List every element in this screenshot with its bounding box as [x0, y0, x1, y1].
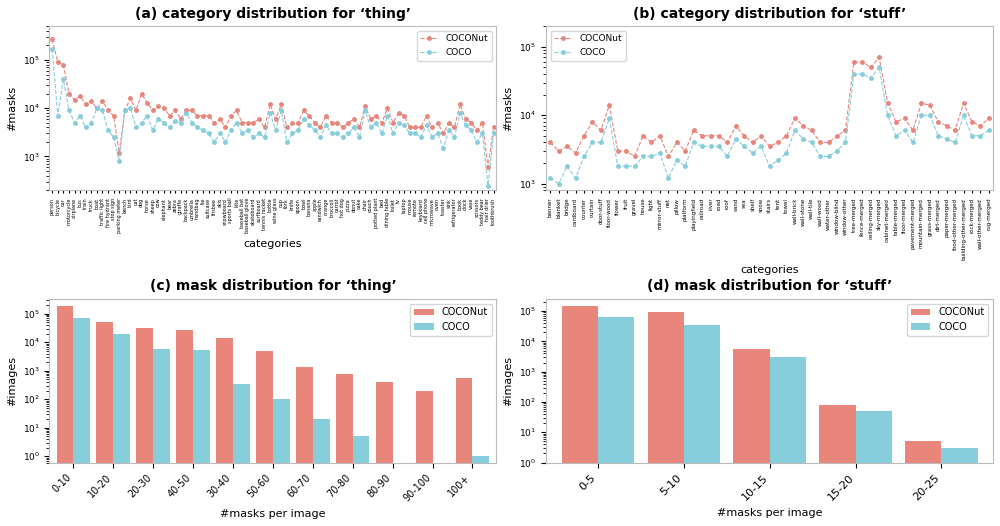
Bar	[256, 351, 273, 526]
COCO	[553, 180, 565, 187]
Legend: COCONut, COCO: COCONut, COCO	[417, 31, 492, 60]
Bar	[313, 419, 330, 526]
COCO	[873, 64, 885, 70]
COCO	[814, 153, 826, 159]
Bar	[433, 462, 449, 526]
COCONut	[437, 130, 449, 137]
Bar	[941, 448, 978, 526]
Bar	[819, 405, 856, 526]
Bar	[648, 312, 684, 526]
COCO	[983, 127, 995, 134]
COCO	[831, 148, 843, 154]
COCONut	[331, 119, 343, 126]
Bar	[856, 411, 892, 526]
COCONut	[314, 124, 326, 130]
Bar	[136, 328, 153, 526]
COCONut	[348, 116, 360, 122]
X-axis label: #masks per image: #masks per image	[717, 508, 822, 518]
COCO	[544, 175, 556, 181]
COCO	[482, 183, 494, 189]
COCO	[488, 130, 500, 137]
Bar	[472, 456, 489, 526]
COCO	[671, 157, 683, 164]
COCONut	[671, 139, 683, 146]
Bar	[153, 349, 170, 526]
COCO	[331, 130, 343, 137]
Legend: COCONut, COCO: COCONut, COCO	[907, 304, 988, 336]
COCONut	[482, 164, 494, 170]
Y-axis label: #masks: #masks	[504, 86, 514, 131]
Bar	[353, 437, 369, 526]
COCONut	[629, 153, 641, 159]
Bar	[598, 317, 634, 526]
Title: (b) category distribution for ‘stuff’: (b) category distribution for ‘stuff’	[633, 7, 906, 21]
COCO	[437, 145, 449, 151]
X-axis label: #masks per image: #masks per image	[220, 509, 326, 519]
COCO	[348, 124, 360, 130]
Line: COCONut: COCONut	[549, 56, 991, 158]
Line: COCO: COCO	[549, 66, 991, 185]
Bar	[176, 330, 193, 526]
COCONut	[488, 124, 500, 130]
COCONut	[831, 133, 843, 139]
COCO	[309, 127, 321, 134]
COCONut	[983, 115, 995, 122]
COCONut	[873, 54, 885, 60]
COCONut	[544, 139, 556, 146]
COCO	[314, 134, 326, 140]
Bar	[770, 357, 806, 526]
Bar	[416, 391, 433, 526]
Bar	[456, 378, 472, 526]
Legend: COCONut, COCO: COCONut, COCO	[551, 31, 626, 60]
Title: (a) category distribution for ‘thing’: (a) category distribution for ‘thing’	[135, 7, 411, 21]
COCONut	[839, 127, 851, 134]
Bar	[733, 349, 770, 526]
COCO	[839, 139, 851, 146]
Y-axis label: #images: #images	[504, 356, 514, 406]
Bar	[336, 375, 353, 526]
COCO	[46, 46, 58, 52]
Bar	[376, 382, 393, 526]
Y-axis label: #masks: #masks	[7, 86, 17, 131]
Bar	[273, 399, 290, 526]
Bar	[684, 325, 720, 526]
Bar	[296, 368, 313, 526]
X-axis label: categories: categories	[244, 239, 302, 249]
Bar	[96, 322, 113, 526]
COCONut	[899, 115, 911, 122]
COCONut	[806, 127, 818, 134]
Bar	[193, 350, 210, 526]
Legend: COCONut, COCO: COCONut, COCO	[410, 304, 492, 336]
COCONut	[309, 119, 321, 126]
X-axis label: categories: categories	[740, 265, 799, 275]
Bar	[73, 318, 90, 526]
Line: COCO: COCO	[50, 47, 495, 187]
COCO	[806, 139, 818, 146]
COCONut	[46, 36, 58, 43]
Bar	[233, 384, 250, 526]
COCO	[242, 127, 254, 134]
Bar	[562, 306, 598, 526]
Bar	[57, 307, 73, 526]
Bar	[216, 338, 233, 526]
COCONut	[242, 119, 254, 126]
Bar	[393, 462, 409, 526]
Line: COCONut: COCONut	[50, 37, 495, 169]
Y-axis label: #images: #images	[7, 356, 17, 406]
COCONut	[814, 139, 826, 146]
Title: (d) mask distribution for ‘stuff’: (d) mask distribution for ‘stuff’	[647, 279, 892, 294]
Bar	[905, 441, 941, 526]
COCO	[899, 127, 911, 134]
Title: (c) mask distribution for ‘thing’: (c) mask distribution for ‘thing’	[150, 279, 396, 294]
Bar	[113, 333, 130, 526]
